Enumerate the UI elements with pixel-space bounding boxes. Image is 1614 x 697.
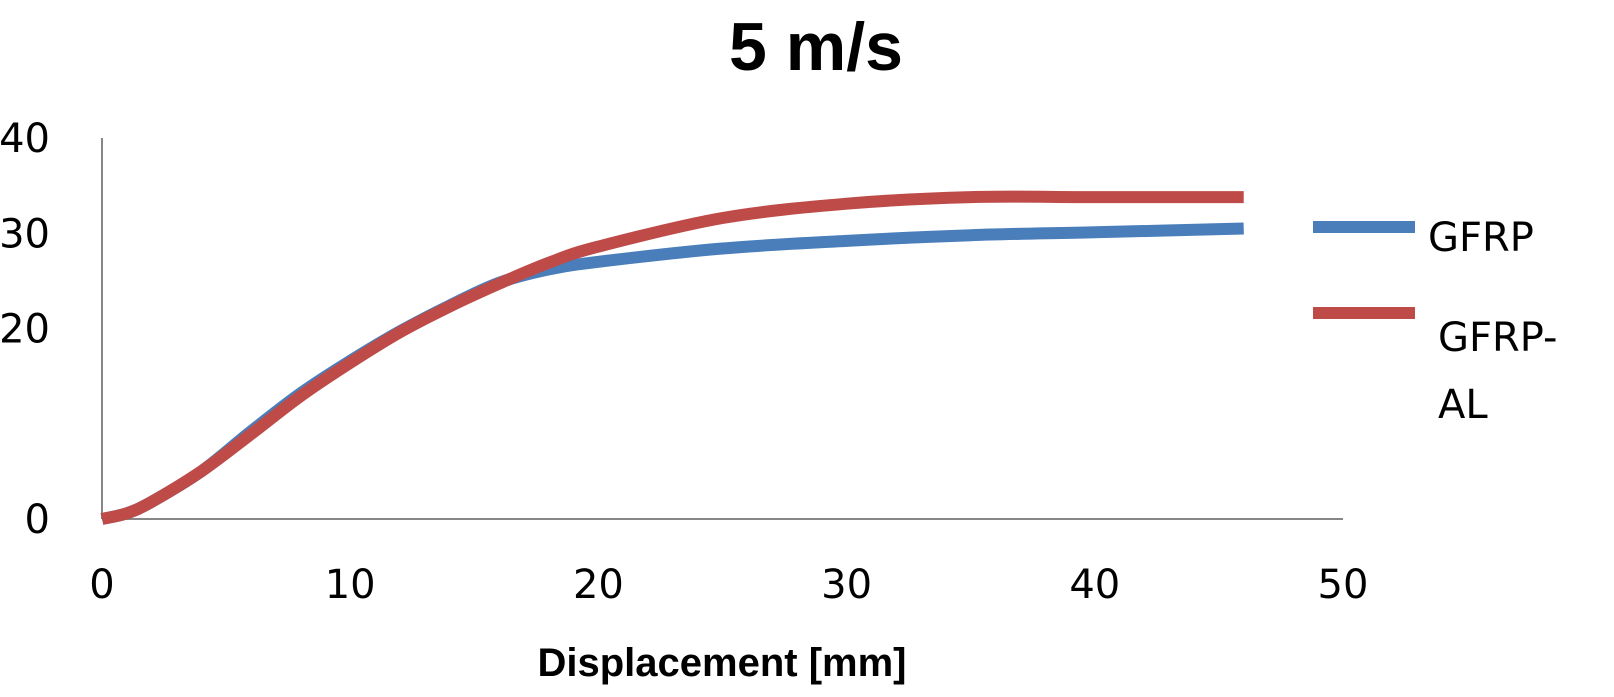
x-tick-label: 10 (325, 562, 376, 608)
y-tick-label: 20 (0, 307, 50, 353)
x-tick-label: 30 (821, 562, 872, 608)
x-tick-label: 20 (573, 562, 624, 608)
series-lines (100, 190, 1244, 525)
series-line-gfrp (100, 222, 1244, 525)
x-tick-label: 0 (89, 562, 114, 608)
legend-label: GFRP (1428, 215, 1534, 261)
x-tick-labels: 0 10 20 30 40 50 (89, 562, 1368, 608)
y-tick-label: 0 (25, 497, 50, 543)
chart-title: 5 m/s (729, 9, 903, 85)
y-tick-label: 40 (0, 116, 50, 162)
x-tick-label: 50 (1318, 562, 1369, 608)
x-axis-label: Displacement [mm] (538, 641, 907, 685)
y-tick-label: 30 (0, 211, 50, 257)
legend-label: GFRP-AL (1438, 315, 1557, 428)
y-tick-labels: 0 20 30 40 (0, 116, 50, 543)
legend: GFRP GFRP-AL (1313, 215, 1557, 428)
series-line-gfrp-al (100, 190, 1244, 525)
x-tick-label: 40 (1069, 562, 1120, 608)
